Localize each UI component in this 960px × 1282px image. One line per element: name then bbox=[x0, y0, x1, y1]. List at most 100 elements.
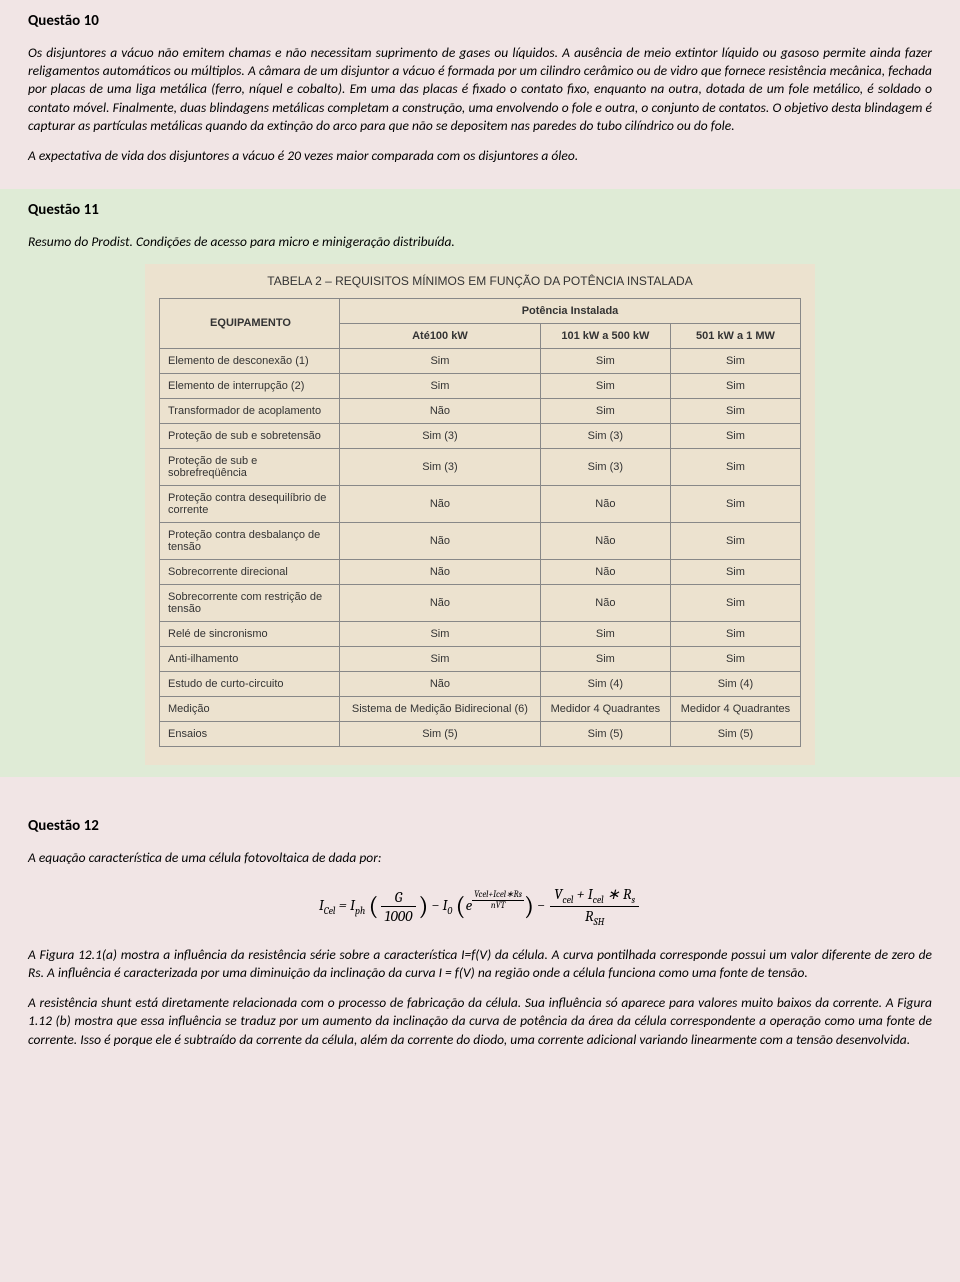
row-value: Sim bbox=[340, 646, 541, 671]
eq-iph-sub: ph bbox=[355, 905, 365, 917]
eq-g-den: 1000 bbox=[381, 907, 417, 925]
row-value: Sim bbox=[670, 448, 800, 485]
row-value: Não bbox=[540, 485, 670, 522]
row-value: Sim (4) bbox=[540, 671, 670, 696]
table-row: Sobrecorrente direcionalNãoNãoSim bbox=[160, 559, 801, 584]
table-row: MediçãoSistema de Medição Bidirecional (… bbox=[160, 696, 801, 721]
open-paren-2-icon: ( bbox=[456, 891, 466, 921]
table-row: Estudo de curto-circuitoNãoSim (4)Sim (4… bbox=[160, 671, 801, 696]
row-label: Proteção contra desequilíbrio de corrent… bbox=[160, 485, 340, 522]
row-label: Proteção contra desbalanço de tensão bbox=[160, 522, 340, 559]
row-value: Não bbox=[340, 671, 541, 696]
row-value: Não bbox=[540, 584, 670, 621]
requirements-table-wrap: TABELA 2 – REQUISITOS MÍNIMOS EM FUNÇÃO … bbox=[145, 264, 815, 765]
row-value: Sim (3) bbox=[340, 448, 541, 485]
eq-rs-den: RSH bbox=[550, 907, 639, 928]
row-label: Ensaios bbox=[160, 721, 340, 746]
q12-para2: A resistência shunt está diretamente rel… bbox=[28, 994, 932, 1049]
row-value: Sim bbox=[670, 373, 800, 398]
row-value: Sim bbox=[670, 621, 800, 646]
close-paren-2-icon: ) bbox=[524, 891, 534, 921]
open-paren-1-icon: ( bbox=[369, 891, 379, 921]
q11-intro: Resumo do Prodist. Condições de acesso p… bbox=[28, 233, 932, 251]
q12-equation: ICel = Iph ( G 1000 ) − I0 (e Vcel+Icel∗… bbox=[28, 885, 932, 928]
row-value: Sim (3) bbox=[540, 423, 670, 448]
question-11-section: Questão 11 Resumo do Prodist. Condições … bbox=[0, 189, 960, 776]
row-value: Sim bbox=[540, 348, 670, 373]
row-label: Proteção de sub e sobretensão bbox=[160, 423, 340, 448]
table-row: Proteção contra desbalanço de tensãoNãoN… bbox=[160, 522, 801, 559]
row-value: Sim bbox=[340, 621, 541, 646]
row-label: Relé de sincronismo bbox=[160, 621, 340, 646]
eq-lhs-sub: Cel bbox=[324, 905, 336, 917]
th-equipamento: EQUIPAMENTO bbox=[160, 298, 340, 348]
row-value: Sim bbox=[670, 559, 800, 584]
table-row: Relé de sincronismoSimSimSim bbox=[160, 621, 801, 646]
table-title: TABELA 2 – REQUISITOS MÍNIMOS EM FUNÇÃO … bbox=[159, 274, 801, 288]
eq-rs-frac: Vcel + Icel ∗ Rs RSH bbox=[550, 885, 639, 928]
th-col-1: 101 kW a 500 kW bbox=[540, 323, 670, 348]
q10-heading: Questão 10 bbox=[28, 12, 932, 30]
row-value: Medidor 4 Quadrantes bbox=[540, 696, 670, 721]
row-value: Não bbox=[340, 522, 541, 559]
row-value: Sim bbox=[540, 621, 670, 646]
th-potencia: Potência Instalada bbox=[340, 298, 801, 323]
table-row: Elemento de interrupção (2)SimSimSim bbox=[160, 373, 801, 398]
row-value: Sim (4) bbox=[670, 671, 800, 696]
row-value: Sim bbox=[670, 398, 800, 423]
row-value: Sistema de Medição Bidirecional (6) bbox=[340, 696, 541, 721]
q12-heading: Questão 12 bbox=[28, 817, 932, 835]
eq-frac-g: G 1000 bbox=[381, 888, 417, 925]
row-value: Não bbox=[340, 559, 541, 584]
row-value: Sim (5) bbox=[340, 721, 541, 746]
close-paren-1-icon: ) bbox=[418, 891, 428, 921]
row-value: Sim (3) bbox=[340, 423, 541, 448]
row-label: Sobrecorrente com restrição de tensão bbox=[160, 584, 340, 621]
eq-exp-frac: Vcel+Icel∗Rs nVT bbox=[472, 890, 524, 911]
q10-para1: Os disjuntores a vácuo não emitem chamas… bbox=[28, 44, 932, 135]
row-value: Medidor 4 Quadrantes bbox=[670, 696, 800, 721]
row-value: Sim bbox=[670, 348, 800, 373]
q11-heading: Questão 11 bbox=[28, 201, 932, 219]
table-row: Anti-ilhamentoSimSimSim bbox=[160, 646, 801, 671]
row-value: Não bbox=[340, 485, 541, 522]
table-row: Transformador de acoplamentoNãoSimSim bbox=[160, 398, 801, 423]
eq-exp-num: Vcel+Icel∗Rs bbox=[472, 890, 524, 901]
table-row: Sobrecorrente com restrição de tensãoNão… bbox=[160, 584, 801, 621]
q10-para2: A expectativa de vida dos disjuntores a … bbox=[28, 147, 932, 165]
q12-intro: A equação característica de uma célula f… bbox=[28, 849, 932, 867]
row-value: Sim (5) bbox=[670, 721, 800, 746]
row-value: Sim bbox=[670, 584, 800, 621]
q12-para1: A Figura 12.1(a) mostra a influência da … bbox=[28, 946, 932, 982]
row-value: Sim bbox=[670, 485, 800, 522]
row-label: Elemento de interrupção (2) bbox=[160, 373, 340, 398]
question-10-section: Questão 10 Os disjuntores a vácuo não em… bbox=[0, 0, 960, 189]
row-value: Sim bbox=[340, 348, 541, 373]
row-value: Não bbox=[340, 584, 541, 621]
table-row: Elemento de desconexão (1)SimSimSim bbox=[160, 348, 801, 373]
eq-exp-den: nVT bbox=[472, 901, 524, 911]
row-label: Anti-ilhamento bbox=[160, 646, 340, 671]
row-value: Sim bbox=[540, 646, 670, 671]
row-value: Sim (3) bbox=[540, 448, 670, 485]
row-value: Sim bbox=[540, 373, 670, 398]
eq-i0-sub: 0 bbox=[447, 905, 452, 917]
table-row: Proteção de sub e sobrefreqüênciaSim (3)… bbox=[160, 448, 801, 485]
row-label: Sobrecorrente direcional bbox=[160, 559, 340, 584]
table-row: Proteção de sub e sobretensãoSim (3)Sim … bbox=[160, 423, 801, 448]
row-value: Não bbox=[340, 398, 541, 423]
question-12-section: Questão 12 A equação característica de u… bbox=[0, 777, 960, 1073]
row-label: Medição bbox=[160, 696, 340, 721]
row-label: Elemento de desconexão (1) bbox=[160, 348, 340, 373]
row-value: Sim bbox=[670, 522, 800, 559]
row-label: Transformador de acoplamento bbox=[160, 398, 340, 423]
row-label: Proteção de sub e sobrefreqüência bbox=[160, 448, 340, 485]
row-value: Não bbox=[540, 559, 670, 584]
th-col-2: 501 kW a 1 MW bbox=[670, 323, 800, 348]
requirements-table: EQUIPAMENTO Potência Instalada Até100 kW… bbox=[159, 298, 801, 747]
row-value: Sim bbox=[670, 423, 800, 448]
eq-g-num: G bbox=[381, 888, 417, 907]
row-label: Estudo de curto-circuito bbox=[160, 671, 340, 696]
row-value: Sim bbox=[670, 646, 800, 671]
eq-rs-num: Vcel + Icel ∗ Rs bbox=[550, 885, 639, 907]
